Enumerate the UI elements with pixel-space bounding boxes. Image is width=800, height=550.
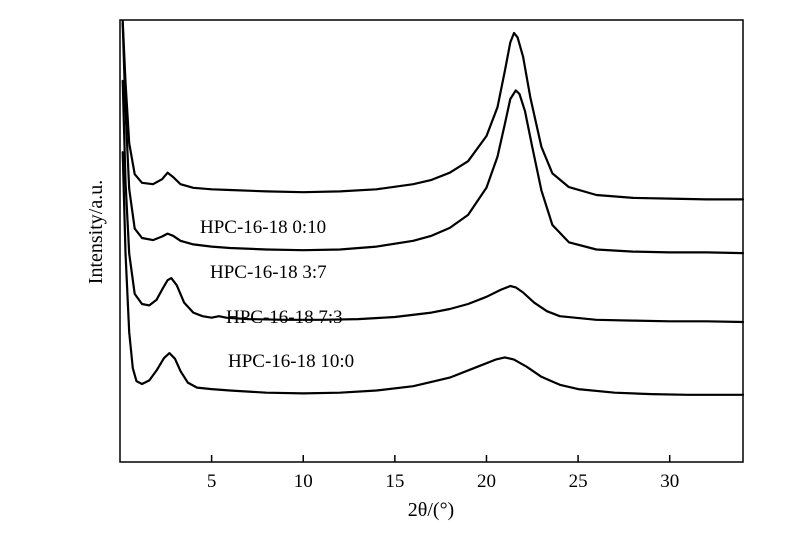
x-tick-label: 30 xyxy=(660,471,679,492)
series-line xyxy=(121,79,745,324)
series-line xyxy=(121,151,745,396)
x-axis-label: 2θ/(°) xyxy=(408,499,454,521)
x-axis-ticks: 5 10 15 20 25 30 xyxy=(207,455,679,492)
series-label: HPC-16-18 0:10 xyxy=(200,217,326,238)
x-tick-label: 5 xyxy=(207,471,217,492)
series-line xyxy=(121,22,745,255)
x-tick-label: 20 xyxy=(477,471,496,492)
series-label: HPC-16-18 3:7 xyxy=(210,262,327,283)
x-tick-label: 10 xyxy=(294,471,313,492)
series-label: HPC-16-18 10:0 xyxy=(228,351,354,372)
y-axis-label: Intensity/a.u. xyxy=(85,180,107,284)
series-labels: HPC-16-18 0:10 HPC-16-18 3:7 HPC-16-18 7:3… xyxy=(200,217,354,372)
series-line xyxy=(121,19,745,201)
plot-frame xyxy=(119,19,744,463)
series-label: HPC-16-18 7:3 xyxy=(226,307,343,328)
plot-series xyxy=(121,19,745,396)
x-tick-label: 25 xyxy=(569,471,588,492)
x-tick-label: 15 xyxy=(385,471,404,492)
